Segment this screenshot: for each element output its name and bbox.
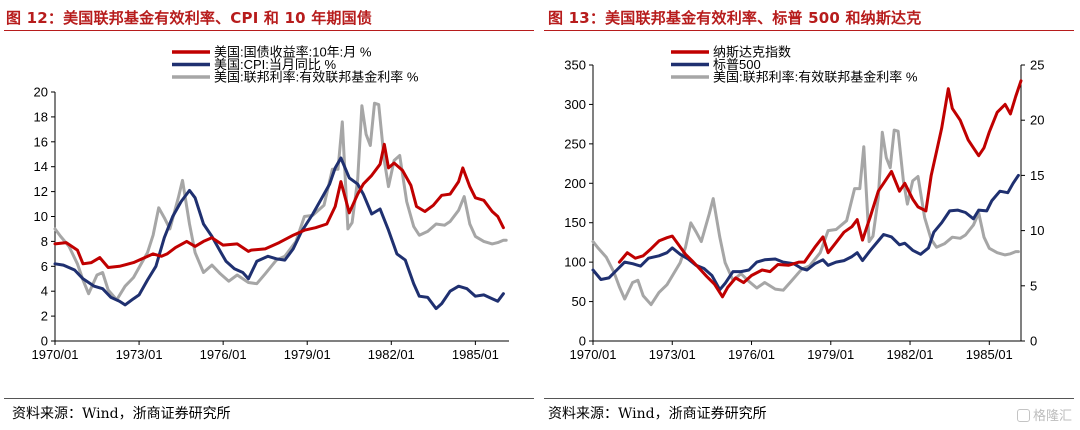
fig13-y-tick-label: 150: [564, 215, 586, 230]
fig12-legend-label-2: 美国:联邦利率:有效联邦基金利率 %: [214, 70, 419, 85]
fig13-series-line-1: [591, 173, 1020, 292]
figure-13-title: 图 13：美国联邦基金有效利率、标普 500 和纳斯达克: [548, 9, 922, 27]
fig12-legend-label-1: 美国:CPI:当月同比 %: [214, 57, 337, 72]
fig13-legend-label-1: 标普500: [713, 57, 761, 72]
figure-12-top-rule: [4, 30, 534, 31]
fig12-y-tick-label: 18: [34, 109, 48, 124]
fig12-y-tick-label: 0: [41, 334, 48, 349]
fig13-y-right-tick-label: 15: [1030, 168, 1044, 183]
fig12-legend-label-0: 美国:国债收益率:10年:月 %: [214, 45, 372, 60]
fig13-x-tick-label: 1973/01: [649, 347, 696, 362]
fig12-y-tick-label: 14: [34, 159, 48, 174]
fig13-x-tick-label: 1979/01: [807, 347, 854, 362]
fig13-y-tick-label: 50: [572, 294, 586, 309]
watermark: 格隆汇: [1016, 405, 1072, 424]
figure-13-top-rule: [544, 30, 1074, 31]
watermark-text: 格隆汇: [1032, 409, 1072, 424]
fig13-x-tick-label: 1976/01: [728, 347, 775, 362]
fig13-series-line-0: [617, 79, 1023, 299]
fig12-x-tick-label: 1973/01: [116, 347, 163, 362]
fig13-y-right-tick-label: 20: [1030, 113, 1044, 128]
fig12-y-tick-label: 16: [34, 134, 48, 149]
figure-12-panel: 图 12：美国联邦基金有效利率、CPI 和 10 年期国债 0 2 4 6 8 10 12 1…: [4, 9, 534, 422]
figure-13-source: 资料来源：Wind，浙商证券研究所: [548, 406, 767, 422]
figure-12-chart: 0 2 4 6 8 10 12 14 16 18 20 1970/01 1973/01 1976/01 19…: [32, 45, 509, 362]
fig13-series-line-2: [591, 128, 1020, 307]
fig12-x-tick-label: 1970/01: [32, 347, 79, 362]
fig13-y-tick-label: 100: [564, 255, 586, 270]
fig13-y-right-tick-label: 25: [1030, 58, 1044, 73]
figure-12-bottom-rule: [4, 398, 534, 399]
fig12-series-line-0: [53, 142, 505, 269]
figure-13-panel: 图 13：美国联邦基金有效利率、标普 500 和纳斯达克 0 50 100 150 20…: [540, 0, 1080, 430]
fig12-series-line-2: [53, 101, 508, 302]
fig12-y-tick-label: 20: [34, 85, 48, 100]
fig12-x-tick-label: 1976/01: [200, 347, 247, 362]
fig12-y-tick-label: 12: [34, 184, 48, 199]
fig13-legend-label-0: 纳斯达克指数: [713, 45, 791, 60]
figure-12-title: 图 12：美国联邦基金有效利率、CPI 和 10 年期国债: [6, 9, 373, 27]
fig12-series-line-1: [53, 156, 505, 311]
fig12-y-tick-label: 6: [41, 259, 48, 274]
fig13-y-tick-label: 350: [564, 58, 586, 73]
fig12-y-tick-label: 10: [34, 209, 48, 224]
fig13-y-right-tick-label: 0: [1030, 334, 1037, 349]
fig12-x-tick-label: 1979/01: [284, 347, 331, 362]
fig13-y-right-tick-label: 10: [1030, 223, 1044, 238]
figure-13-chart: 0 50 100 150 200 250 300 350 0 5 10 15 20 25 1970/01 19…: [564, 45, 1044, 363]
watermark-logo-icon: [1016, 409, 1030, 422]
fig13-x-tick-label: 1982/01: [887, 347, 934, 362]
fig13-y-tick-label: 0: [579, 334, 586, 349]
figure-13-bottom-rule: [544, 398, 1074, 399]
fig13-y-tick-label: 200: [564, 176, 586, 191]
fig13-y-tick-label: 250: [564, 136, 586, 151]
figure-12-source: 资料来源：Wind，浙商证券研究所: [12, 406, 231, 422]
fig12-y-tick-label: 2: [41, 309, 48, 324]
fig13-x-tick-label: 1985/01: [966, 347, 1013, 362]
fig12-y-tick-label: 4: [41, 284, 48, 299]
fig12-x-tick-label: 1982/01: [368, 347, 415, 362]
fig13-x-tick-label: 1970/01: [570, 347, 617, 362]
fig13-y-right-tick-label: 5: [1030, 278, 1037, 293]
fig12-y-tick-label: 8: [41, 234, 48, 249]
fig13-y-tick-label: 300: [564, 97, 586, 112]
fig13-legend-label-2: 美国:联邦利率:有效联邦基金利率 %: [713, 70, 918, 85]
fig12-x-tick-label: 1985/01: [452, 347, 499, 362]
